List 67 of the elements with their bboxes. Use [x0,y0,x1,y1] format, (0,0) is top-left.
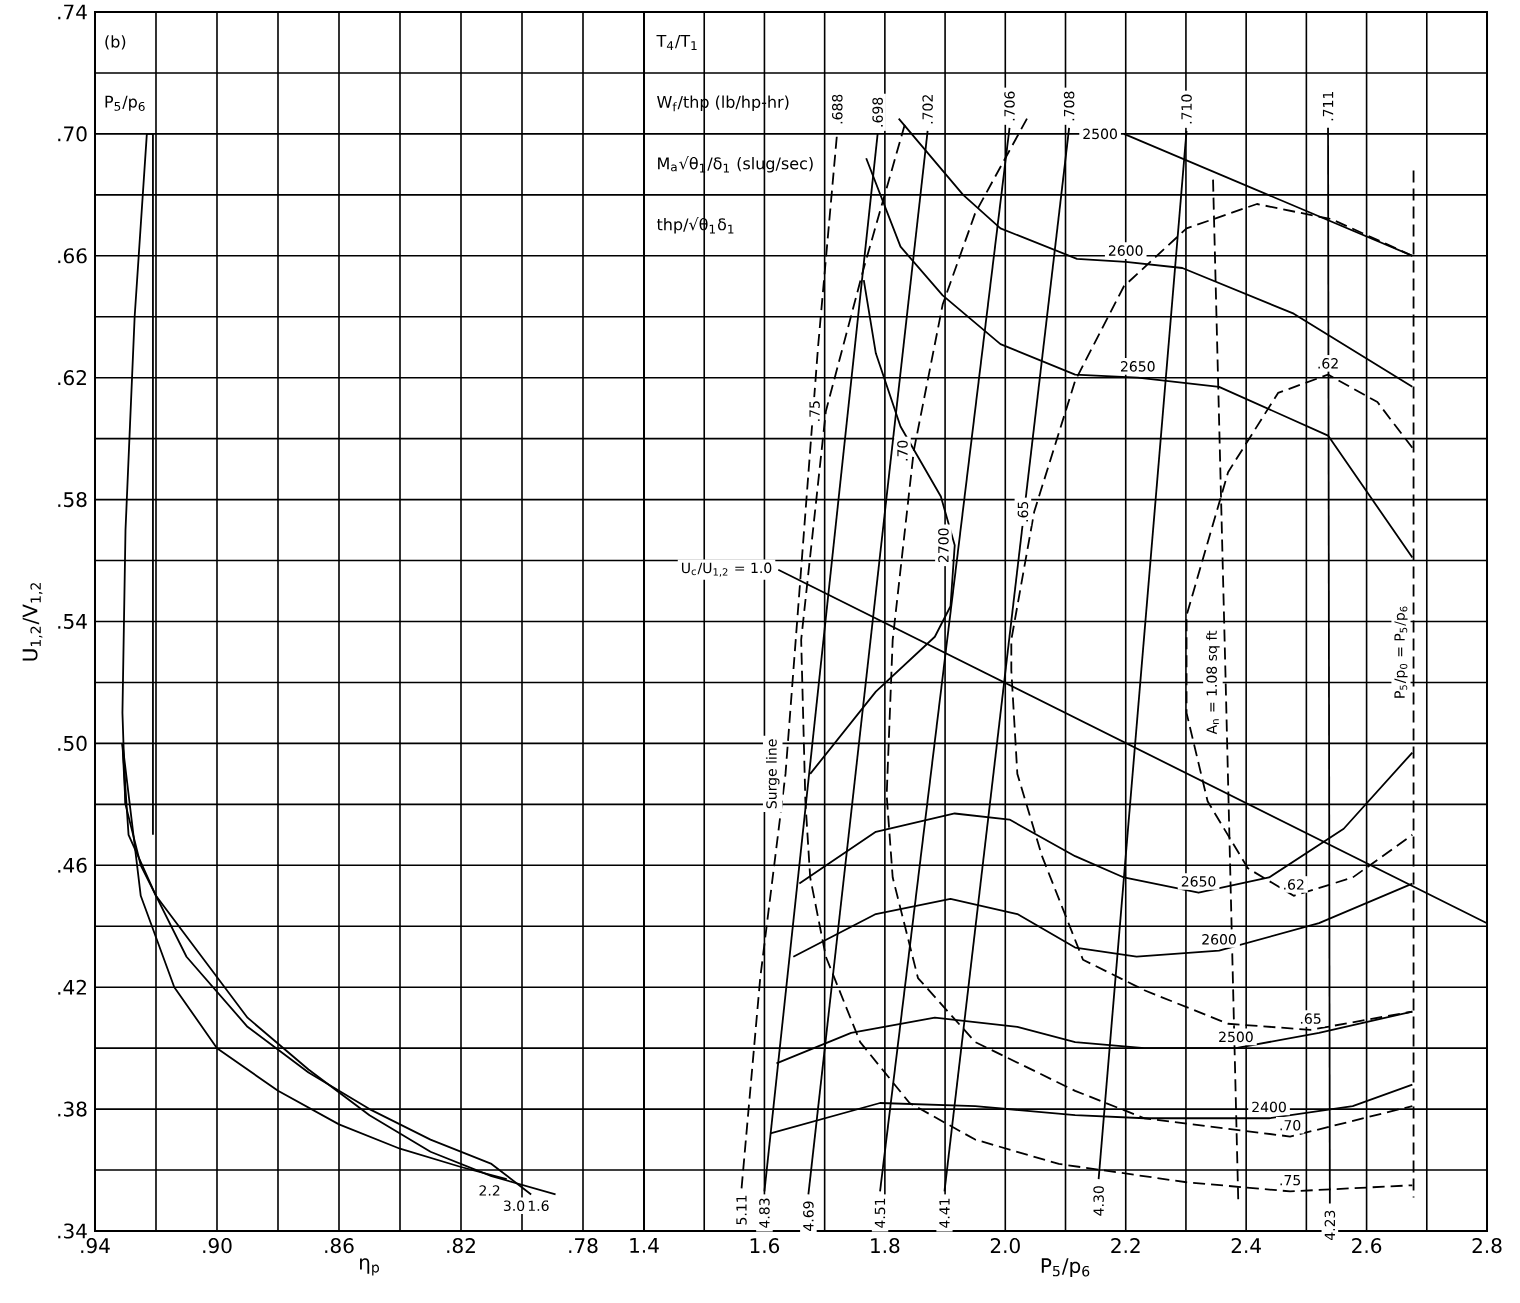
text: 4.30 [1093,1186,1104,1216]
annotation: 2500 [1219,1031,1253,1043]
text: 4.23 [1324,1210,1336,1241]
annotation: 2700 [938,528,949,563]
series-label: U$_{c}$/U$_{1,2}$ = 1.0 [682,562,772,577]
text: 5.11 [736,1195,747,1225]
annotation: A$_{n}$ = 1.08 sq ft [1206,630,1220,735]
y-tick-label: .66 [58,248,87,264]
annotation: (b) [105,35,126,50]
y-tick-label: .70 [58,126,87,142]
x-axis-title: P$_{5}$/p$_{6}$ [1041,1258,1090,1278]
annotation: 2600 [1108,245,1143,256]
series-label: 3.0 [503,1200,525,1212]
annotation: .706 [1004,91,1015,121]
series-label: 1.6 [528,1200,549,1212]
x-tick-label: .82 [447,1238,475,1254]
annotation: P$_{5}$/p$_{6}$ [105,95,145,112]
annotation: P$_{5}$/p$_{0}$ = P$_{5}$/p$_{6}$ [1394,606,1408,698]
y-tick-label: .58 [58,492,87,508]
annotation: 2500 [1083,128,1117,140]
x-tick-label: 2.8 [1472,1238,1502,1254]
y-tick-label: .38 [58,1101,87,1117]
x-tick-label: 1.6 [750,1238,780,1254]
annotation: .65 [1017,501,1029,522]
x-tick-label: .90 [203,1238,232,1254]
annotation: .75 [809,401,820,421]
y-tick-label: .74 [58,4,87,20]
annotation: Surge line [765,739,780,809]
text: 4.51 [874,1198,886,1228]
annotation: .70 [897,440,908,461]
annotation: .711 [1322,91,1334,121]
text: 4.41 [939,1198,950,1228]
x-tick-label: 2.4 [1231,1238,1261,1253]
annotation: 2400 [1252,1101,1286,1113]
y-tick-label: .46 [58,857,87,873]
x-tick-label: 2.2 [1111,1238,1140,1253]
annotation: .698 [872,97,883,127]
x-axis-title: η$_{p}$ [360,1258,380,1276]
x-tick-label: 2.6 [1352,1238,1382,1254]
x-tick-label: .86 [325,1238,354,1254]
annotation: .710 [1181,94,1192,124]
text: 4.69 [803,1201,814,1231]
y-tick-label: .54 [58,614,87,629]
annotation: 2650 [1181,876,1216,887]
annotation: 2600 [1202,934,1236,945]
annotation: .75 [1280,1174,1301,1186]
annotation: .62 [1284,879,1304,890]
annotation: .708 [1063,91,1075,121]
annotation: .688 [832,94,843,124]
x-tick-label: 1.8 [871,1238,900,1254]
series-label: 2.2 [479,1185,500,1196]
y-tick-label: .42 [58,979,86,995]
x-tick-label: .94 [81,1238,110,1254]
annotation: .65 [1300,1013,1321,1024]
annotation: .70 [1280,1119,1301,1131]
y-tick-label: .50 [58,735,87,751]
annotation: .62 [1318,358,1338,369]
x-tick-label: 1.4 [630,1238,659,1253]
text: 4.83 [759,1198,770,1228]
y-tick-label: .62 [58,370,86,386]
y-tick-label: .34 [58,1223,87,1239]
annotation: 2650 [1120,361,1155,372]
y-axis-title: U$_{1,2}$/V$_{1,2}$ [22,583,43,661]
annotation: T$_{4}$/T$_{1}$ [656,35,697,50]
x-tick-label: 2.0 [990,1238,1020,1254]
annotation: .702 [922,95,933,124]
x-tick-label: .78 [569,1238,598,1254]
